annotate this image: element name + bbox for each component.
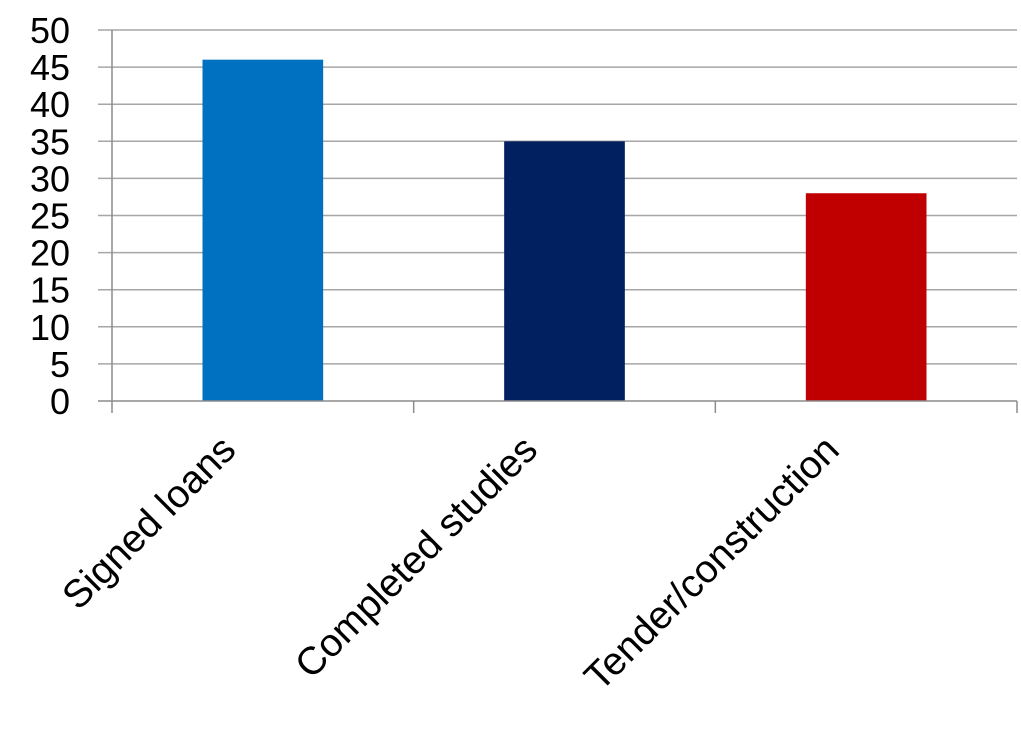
x-tick-labels: Signed loans Completed studies Tender/cons… bbox=[54, 428, 847, 699]
y-tick-label: 0 bbox=[50, 381, 70, 422]
y-tick-label: 10 bbox=[30, 307, 70, 348]
y-tick-label: 35 bbox=[30, 121, 70, 162]
x-tick-label: Tender/construction bbox=[576, 428, 847, 699]
y-tick-label: 45 bbox=[30, 47, 70, 88]
x-tick-label: Completed studies bbox=[287, 428, 546, 687]
y-tick-label: 15 bbox=[30, 270, 70, 311]
bar-tender-construction bbox=[805, 193, 927, 401]
bars bbox=[202, 59, 927, 402]
bar-completed-studies bbox=[504, 141, 625, 402]
y-tick-label: 25 bbox=[30, 196, 70, 237]
x-tick-label: Signed loans bbox=[54, 428, 244, 618]
y-tick-label: 5 bbox=[50, 344, 70, 385]
axes bbox=[98, 30, 1018, 413]
y-tick-label: 30 bbox=[30, 158, 70, 199]
bar-signed-loans bbox=[202, 59, 324, 402]
y-tick-label: 50 bbox=[30, 10, 70, 51]
y-tick-label: 40 bbox=[30, 84, 70, 125]
y-tick-label: 20 bbox=[30, 233, 70, 274]
